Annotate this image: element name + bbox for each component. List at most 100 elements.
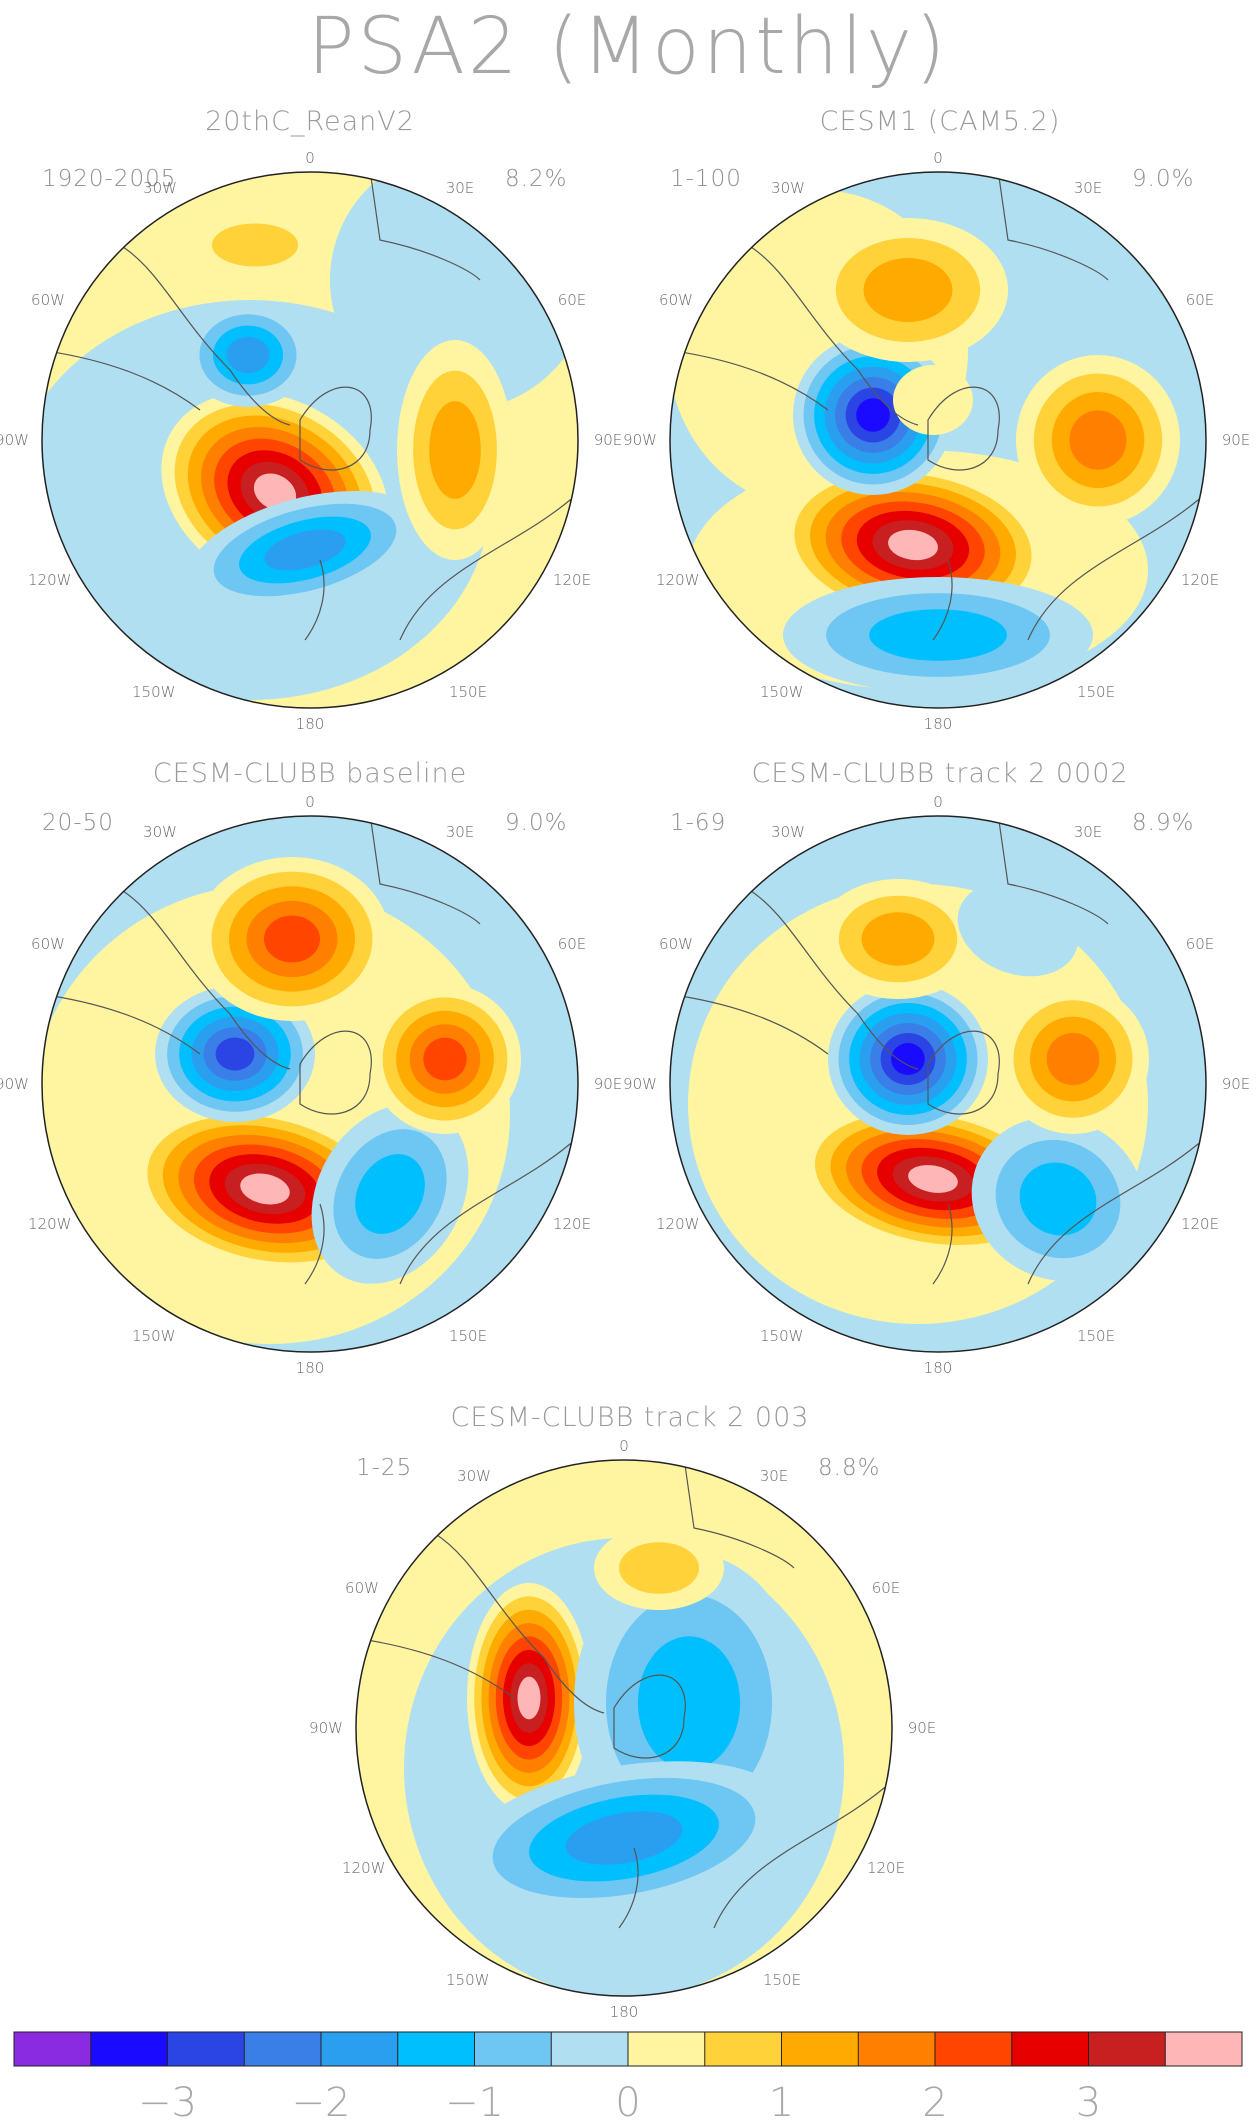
lon-label-l120: 120W — [342, 1859, 386, 1877]
africa-coast — [997, 816, 1109, 925]
map-field-4 — [670, 816, 1206, 1352]
coastlines — [42, 816, 578, 1285]
new-zealand-coast — [932, 559, 953, 641]
anomaly-contour — [215, 1037, 255, 1071]
lon-label-bottom: 180 — [923, 1359, 953, 1377]
panel-1-years: 1920-2005 — [42, 166, 177, 192]
coastlines — [42, 172, 578, 641]
panel-3-variance: 9.0% — [505, 810, 568, 836]
south-america-coast — [433, 1532, 605, 1714]
antarctica-coast — [927, 386, 1000, 471]
colorbar-label: 2 — [922, 2080, 948, 2126]
lon-label-l60: 60W — [659, 291, 693, 309]
colorbar-swatch — [781, 2032, 859, 2066]
anomaly-contour — [240, 1173, 290, 1205]
lon-label-l120: 120W — [28, 571, 72, 589]
lon-label-top: 0 — [933, 793, 943, 811]
lon-label-l90: 90W — [0, 1075, 29, 1093]
colorbar-swatch — [1011, 2032, 1089, 2066]
panel-2-variance: 9.0% — [1132, 166, 1195, 192]
lon-label-r150: 150E — [762, 1971, 802, 1989]
colorbar-swatch — [244, 2032, 322, 2066]
lon-label-r150: 150E — [1076, 683, 1116, 701]
colorbar-swatch — [1088, 2032, 1166, 2066]
colorbar-swatch — [321, 2032, 399, 2066]
lon-label-r30: 30E — [1073, 823, 1103, 841]
new-zealand-coast — [618, 1847, 639, 1929]
lon-label-l30: 30W — [771, 179, 805, 197]
colorbar-swatch — [704, 2032, 782, 2066]
lon-label-r60: 60E — [1185, 291, 1215, 309]
anomaly-contour — [565, 1811, 683, 1865]
anomaly-contour — [423, 1037, 467, 1081]
coastlines — [356, 1460, 892, 1929]
lon-label-bottom: 180 — [609, 2003, 639, 2021]
africa-coast — [997, 172, 1109, 281]
map-field-1 — [42, 172, 578, 708]
lon-label-l60: 60W — [659, 935, 693, 953]
anomaly-contour — [888, 529, 938, 561]
map-border — [41, 171, 579, 709]
lon-label-l90: 90W — [309, 1719, 343, 1737]
lon-label-r90: 90E — [1221, 1075, 1251, 1093]
colorbar-swatch — [14, 2032, 92, 2066]
africa-coast — [369, 816, 481, 925]
colorbar-label: −2 — [291, 2080, 351, 2126]
panel-2-title: CESM1 (CAM5.2) — [819, 106, 1061, 137]
polar-map-5 — [355, 1459, 893, 1997]
peninsula-coast — [42, 349, 201, 411]
map-border — [669, 171, 1207, 709]
australia-coast — [399, 1143, 578, 1285]
colorbar-label: 1 — [768, 2080, 795, 2126]
antarctica-coast — [927, 1030, 1000, 1115]
colorbar-swatch — [167, 2032, 245, 2066]
lon-label-r60: 60E — [557, 935, 587, 953]
colorbar-label: 0 — [615, 2080, 641, 2126]
lon-label-l150: 150W — [446, 1971, 490, 1989]
lon-label-l60: 60W — [31, 291, 65, 309]
lon-label-r60: 60E — [1185, 935, 1215, 953]
lon-label-r90: 90E — [1221, 431, 1251, 449]
lon-label-top: 0 — [305, 793, 315, 811]
lon-label-r30: 30E — [445, 179, 475, 197]
new-zealand-coast — [304, 1203, 325, 1285]
africa-coast — [683, 1460, 795, 1569]
anomaly-contour — [908, 1165, 958, 1193]
lon-label-l60: 60W — [345, 1579, 379, 1597]
map-border — [669, 815, 1207, 1353]
anomaly-contour — [517, 1676, 541, 1720]
lon-label-l60: 60W — [31, 935, 65, 953]
lon-label-top: 0 — [933, 149, 943, 167]
anomaly-contour — [253, 473, 297, 511]
anomaly-contour — [264, 915, 320, 963]
peninsula-coast — [42, 993, 201, 1055]
colorbar-swatch — [551, 2032, 629, 2066]
lon-label-r30: 30E — [445, 823, 475, 841]
anomaly-contour — [355, 1154, 425, 1234]
lon-label-l150: 150W — [132, 1327, 176, 1345]
polar-map-2 — [669, 171, 1207, 709]
anomaly-contour — [226, 336, 270, 374]
figure-title: PSA2 (Monthly) — [307, 2, 949, 92]
antarctica-coast — [299, 1030, 372, 1115]
panel-4-years: 1-69 — [670, 810, 727, 836]
lon-label-l150: 150W — [760, 683, 804, 701]
lon-label-r90: 90E — [593, 431, 623, 449]
anomaly-contour — [619, 1542, 699, 1594]
south-america-coast — [119, 888, 291, 1070]
peninsula-coast — [356, 1637, 515, 1699]
australia-coast — [399, 499, 578, 641]
colorbar-swatch — [628, 2032, 706, 2066]
lon-label-l90: 90W — [623, 1075, 657, 1093]
polar-map-1 — [41, 171, 579, 709]
lon-label-l30: 30W — [771, 823, 805, 841]
anomaly-contour — [861, 912, 935, 966]
panel-1-variance: 8.2% — [505, 166, 568, 192]
anomaly-contour — [863, 258, 953, 322]
anomaly-contour — [211, 223, 299, 267]
colorbar-swatch — [935, 2032, 1013, 2066]
panel-5-variance: 8.8% — [818, 1455, 881, 1481]
colorbar-label: −3 — [138, 2080, 197, 2126]
peninsula-coast — [670, 349, 829, 411]
colorbar-swatch — [858, 2032, 936, 2066]
